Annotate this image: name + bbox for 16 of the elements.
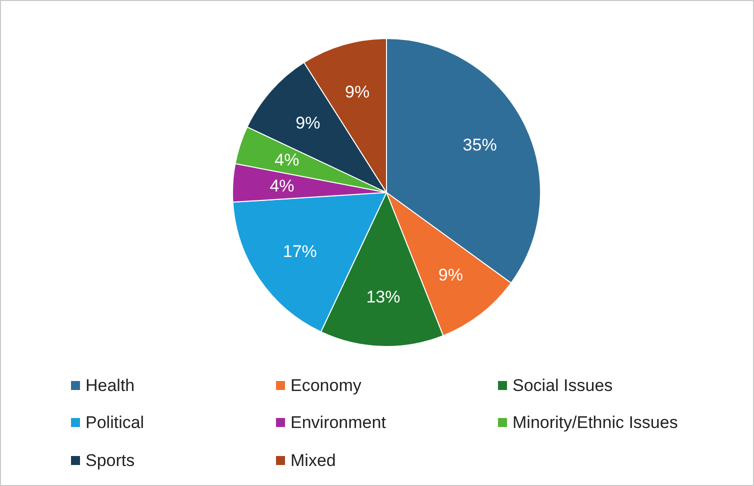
- data-label: 13%: [366, 288, 400, 307]
- legend-label: Health: [86, 376, 135, 395]
- data-label: 9%: [345, 82, 370, 102]
- legend-label: Social Issues: [512, 376, 613, 395]
- data-label: 4%: [274, 150, 300, 170]
- data-label: 9%: [296, 114, 320, 133]
- data-label: 9%: [438, 266, 463, 285]
- legend-label: Political: [86, 413, 144, 432]
- data-label: 17%: [282, 242, 317, 261]
- data-label: 4%: [270, 176, 294, 196]
- legend-label: Minority/Ethnic Issues: [512, 413, 678, 432]
- legend-label: Sports: [86, 451, 135, 470]
- legend-label: Environment: [290, 413, 386, 432]
- legend-label: Mixed: [290, 451, 336, 470]
- data-label: 35%: [462, 135, 497, 154]
- legend-label: Economy: [290, 376, 362, 395]
